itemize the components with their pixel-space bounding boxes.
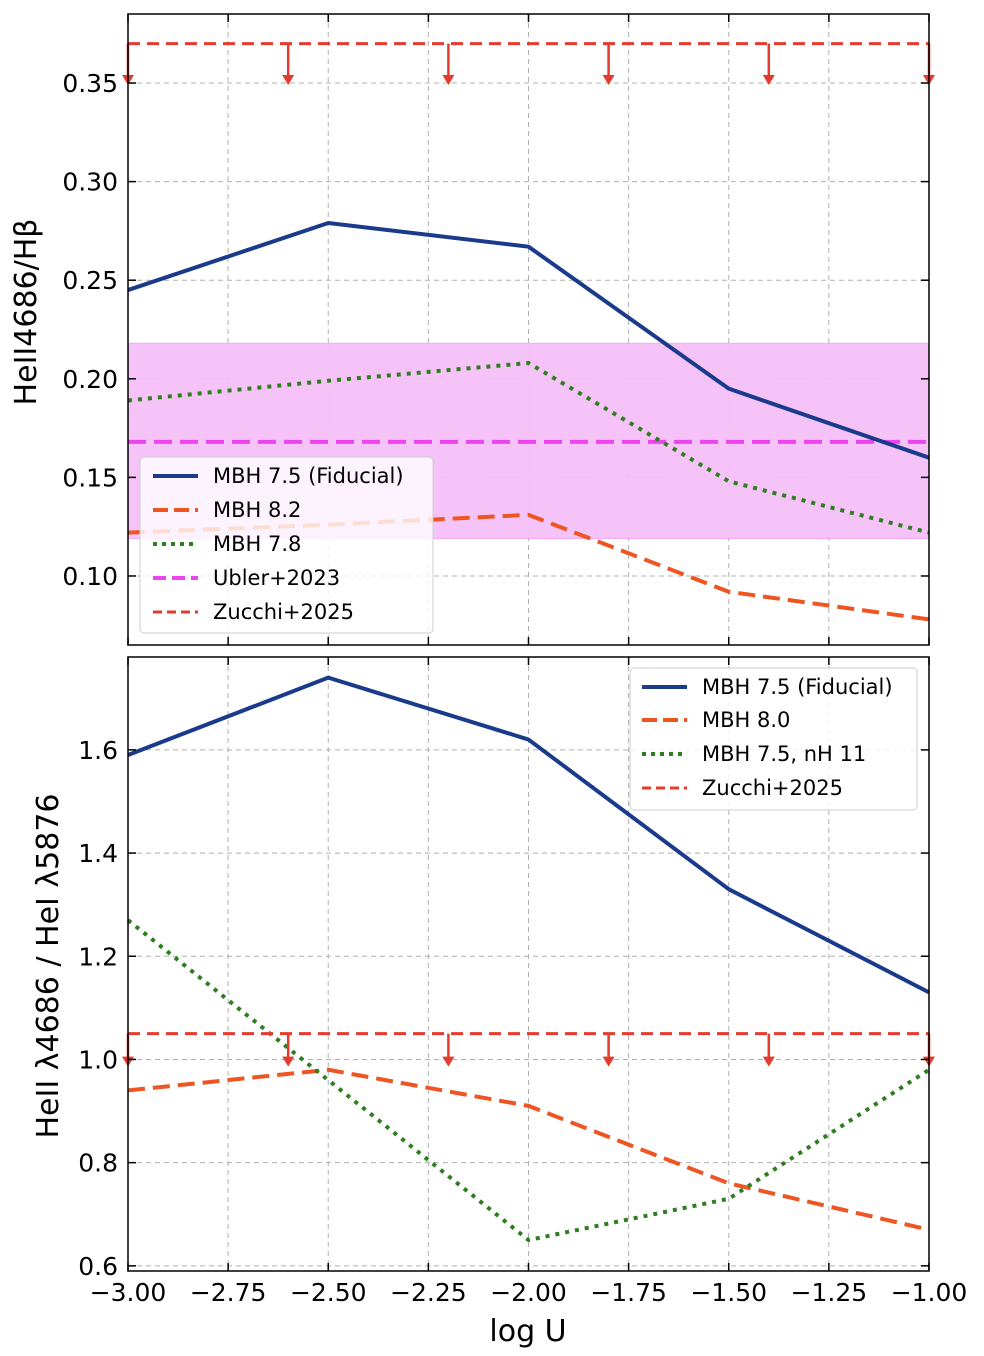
x-axis-label: log U <box>489 1314 566 1349</box>
top-legend-label-fiducial: MBH 7.5 (Fiducial) <box>213 464 404 488</box>
bottom-xtick-label-3: −2.25 <box>390 1278 467 1307</box>
top-limit-arrow-head-4 <box>762 75 775 86</box>
bottom-xtick-label-5: −1.75 <box>590 1278 667 1307</box>
bottom-legend-label-mbh80: MBH 8.0 <box>702 708 790 732</box>
top-legend-label-zucchi: Zucchi+2025 <box>213 600 354 624</box>
top-legend-label-ubler: Ubler+2023 <box>213 566 340 590</box>
bottom-legend-label-mbh75-nh11: MBH 7.5, nH 11 <box>702 742 866 766</box>
top-plot-frame <box>127 13 930 646</box>
top-ticks <box>127 14 930 645</box>
bottom-legend-frame <box>629 667 918 811</box>
bottom-y-axis-label: HeII λ4686 / HeI λ5876 <box>31 793 66 1138</box>
bottom-xtick-label-1: −2.75 <box>190 1278 267 1307</box>
bottom-xtick-label-8: −1.00 <box>891 1278 968 1307</box>
bottom-xtick-label-6: −1.50 <box>690 1278 767 1307</box>
bottom-panel: 0.60.81.01.21.41.6 −3.00 −2.75 −2.50 −2.25−… <box>31 656 968 1349</box>
top-legend-label-mbh82: MBH 8.2 <box>213 498 301 522</box>
bottom-xtick-label-7: −1.25 <box>791 1278 868 1307</box>
top-panel: 0.10 0.15 0.20 0.25 0.30 0.35 HeII4686/Hβ MBH… <box>9 13 935 646</box>
top-series-mbh-7-8 <box>127 361 930 535</box>
bottom-x-tick-labels: −3.00 −2.75 −2.50 −2.25 −2.00 −1.75 −1.50 −1.25… <box>90 1278 968 1307</box>
top-ytick-label-2: 0.20 <box>62 365 118 394</box>
top-series-mbh-7-5-fiducial <box>127 221 930 460</box>
top-ytick-label-1: 0.15 <box>62 463 118 492</box>
bottom-limit-arrow-head-3 <box>602 1056 615 1067</box>
bottom-legend: MBH 7.5 (Fiducial) MBH 8.0 MBH 7.5, nH 1… <box>629 667 918 811</box>
bottom-series <box>126 675 931 1243</box>
bottom-ticks <box>127 657 930 1271</box>
bottom-xtick-label-4: −2.00 <box>490 1278 567 1307</box>
bottom-series-mbh-7-5-fiducial <box>127 675 930 995</box>
top-legend-label-mbh78: MBH 7.8 <box>213 532 301 556</box>
top-limit-arrow-head-1 <box>282 75 295 86</box>
top-limit-arrow-head-3 <box>602 75 615 86</box>
top-y-tick-labels: 0.10 0.15 0.20 0.25 0.30 0.35 <box>62 69 118 591</box>
bottom-y-tick-labels: 0.6 0.8 1.0 1.2 1.4 1.6 <box>78 736 118 1281</box>
bottom-ytick-label-5: 1.6 <box>78 736 118 765</box>
bottom-ytick-label-4: 1.4 <box>78 839 118 868</box>
bottom-ytick-label-0: 0.6 <box>78 1252 118 1281</box>
top-y-axis-label: HeII4686/Hβ <box>9 219 44 406</box>
top-legend: MBH 7.5 (Fiducial) MBH 8.2 MBH 7.8 Ubler… <box>139 456 434 634</box>
top-legend-frame <box>139 456 434 634</box>
bottom-limit-arrow-head-2 <box>442 1056 455 1067</box>
top-ytick-label-4: 0.30 <box>62 168 118 197</box>
bottom-plot-frame <box>127 656 930 1272</box>
top-ytick-label-5: 0.35 <box>62 69 118 98</box>
top-limit-arrow-head-2 <box>442 75 455 86</box>
bottom-ytick-label-2: 1.0 <box>78 1045 118 1074</box>
bottom-ytick-label-3: 1.2 <box>78 942 118 971</box>
bottom-limit-arrow-head-4 <box>762 1056 775 1067</box>
bottom-limit-arrow-head-1 <box>282 1056 295 1067</box>
top-ytick-label-0: 0.10 <box>62 562 118 591</box>
bottom-grid <box>127 657 930 1271</box>
bottom-legend-label-fiducial: MBH 7.5 (Fiducial) <box>702 675 893 699</box>
bottom-xtick-label-2: −2.50 <box>290 1278 367 1307</box>
bottom-xtick-label-0: −3.00 <box>90 1278 167 1307</box>
bottom-series-mbh-7-5-nh-11 <box>126 918 931 1243</box>
bottom-series-mbh-8-0 <box>127 1067 930 1232</box>
top-ytick-label-3: 0.25 <box>62 266 118 295</box>
bottom-legend-label-zucchi: Zucchi+2025 <box>702 776 843 800</box>
bottom-ytick-label-1: 0.8 <box>78 1149 118 1178</box>
